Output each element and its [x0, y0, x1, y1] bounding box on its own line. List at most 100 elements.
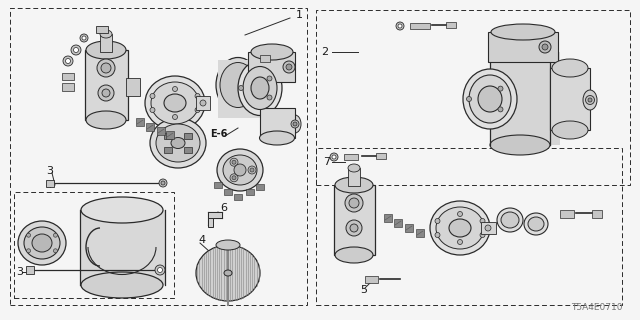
- Circle shape: [71, 45, 81, 55]
- Bar: [316, 10, 630, 185]
- Bar: [208, 218, 213, 227]
- Circle shape: [80, 34, 88, 42]
- Circle shape: [195, 108, 200, 113]
- Ellipse shape: [251, 44, 293, 60]
- Circle shape: [102, 89, 110, 97]
- Ellipse shape: [478, 86, 502, 112]
- Text: 4: 4: [198, 235, 205, 245]
- Bar: [214, 182, 222, 188]
- Circle shape: [350, 224, 358, 232]
- Text: 6: 6: [220, 203, 227, 213]
- Ellipse shape: [490, 135, 550, 155]
- Ellipse shape: [145, 76, 205, 130]
- Circle shape: [267, 95, 272, 100]
- Ellipse shape: [24, 227, 60, 259]
- Circle shape: [101, 63, 111, 73]
- Circle shape: [248, 166, 256, 174]
- Ellipse shape: [18, 221, 66, 265]
- Ellipse shape: [224, 270, 232, 276]
- Ellipse shape: [156, 124, 200, 162]
- Bar: [100, 34, 112, 52]
- Text: 7: 7: [323, 157, 330, 167]
- Circle shape: [291, 120, 299, 128]
- Circle shape: [173, 115, 177, 119]
- Ellipse shape: [436, 207, 484, 249]
- Circle shape: [435, 233, 440, 237]
- Bar: [164, 133, 172, 139]
- Bar: [126, 78, 140, 96]
- Bar: [316, 148, 622, 305]
- Circle shape: [157, 268, 163, 273]
- Bar: [26, 266, 34, 274]
- Ellipse shape: [238, 60, 282, 116]
- Bar: [365, 276, 378, 283]
- Bar: [184, 133, 192, 139]
- Bar: [10, 8, 307, 305]
- Ellipse shape: [335, 247, 373, 263]
- Ellipse shape: [251, 77, 269, 99]
- Bar: [14, 192, 174, 298]
- Text: 2: 2: [321, 47, 328, 57]
- Ellipse shape: [151, 82, 199, 124]
- Text: 3: 3: [46, 166, 53, 176]
- Bar: [184, 147, 192, 153]
- Ellipse shape: [220, 62, 256, 108]
- Circle shape: [539, 41, 551, 53]
- Circle shape: [267, 76, 272, 81]
- Ellipse shape: [81, 197, 163, 223]
- Circle shape: [293, 122, 297, 126]
- Bar: [410, 23, 430, 29]
- Bar: [246, 189, 254, 195]
- Text: E-6: E-6: [210, 129, 227, 139]
- Bar: [256, 184, 264, 190]
- Circle shape: [396, 22, 404, 30]
- Circle shape: [27, 249, 31, 253]
- Circle shape: [63, 56, 73, 66]
- Ellipse shape: [32, 234, 52, 252]
- Bar: [376, 153, 386, 159]
- Circle shape: [283, 61, 295, 73]
- Bar: [550, 68, 590, 130]
- Circle shape: [458, 212, 463, 217]
- Text: 5: 5: [360, 285, 367, 295]
- Bar: [80, 210, 165, 285]
- Ellipse shape: [171, 138, 185, 148]
- Ellipse shape: [86, 41, 126, 59]
- Circle shape: [435, 219, 440, 223]
- Bar: [560, 210, 574, 218]
- Text: 1: 1: [296, 10, 303, 20]
- Ellipse shape: [501, 212, 519, 228]
- Bar: [234, 194, 242, 200]
- Bar: [405, 224, 413, 232]
- Circle shape: [234, 164, 246, 176]
- Circle shape: [159, 179, 167, 187]
- Bar: [166, 131, 174, 139]
- Bar: [344, 154, 358, 160]
- Ellipse shape: [81, 272, 163, 298]
- Ellipse shape: [216, 58, 260, 113]
- Ellipse shape: [223, 155, 257, 185]
- Circle shape: [467, 97, 472, 101]
- Circle shape: [232, 176, 236, 180]
- Bar: [96, 26, 108, 33]
- Ellipse shape: [491, 24, 555, 40]
- Ellipse shape: [583, 90, 597, 110]
- Ellipse shape: [243, 67, 277, 109]
- Bar: [164, 147, 172, 153]
- Circle shape: [173, 86, 177, 92]
- Ellipse shape: [150, 118, 206, 168]
- Circle shape: [498, 107, 503, 112]
- Circle shape: [53, 233, 58, 237]
- Bar: [488, 32, 558, 62]
- Ellipse shape: [449, 219, 471, 237]
- Ellipse shape: [552, 59, 588, 77]
- Circle shape: [586, 95, 595, 105]
- Circle shape: [330, 153, 338, 161]
- Circle shape: [155, 265, 165, 275]
- Bar: [85, 50, 128, 120]
- Bar: [157, 127, 165, 135]
- Bar: [62, 83, 74, 91]
- Bar: [348, 168, 360, 186]
- Ellipse shape: [335, 177, 373, 193]
- Bar: [196, 96, 210, 110]
